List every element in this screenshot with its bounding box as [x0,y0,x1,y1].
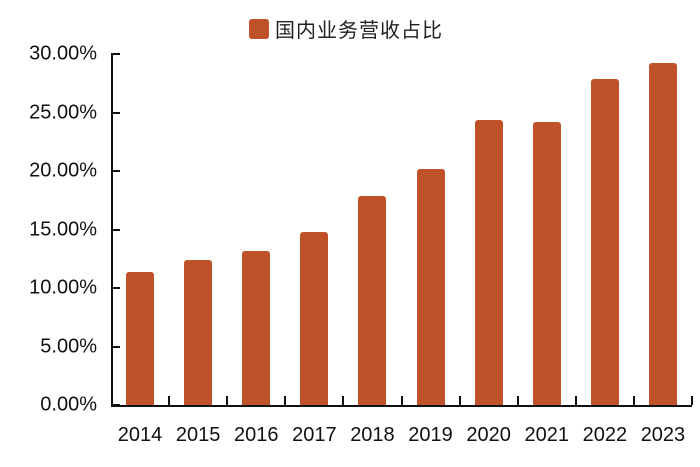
bar-2016 [242,250,271,405]
bar-2014 [126,271,155,405]
x-tick-label: 2020 [466,424,511,446]
x-tick-label: 2014 [117,424,163,446]
bar-2018 [358,195,387,405]
x-tick [632,396,635,405]
x-tick-label: 2018 [350,424,395,446]
bar-2017 [300,231,329,405]
x-tick-label: 2022 [582,424,628,446]
y-tick-label: 0.00% [40,393,97,416]
x-tick [168,396,171,405]
y-axis [111,54,113,407]
x-tick-label: 2015 [175,424,221,446]
y-tick-label: 10.00% [29,276,97,299]
x-tick [458,396,461,405]
y-tick [111,170,120,172]
bar-2021 [532,121,561,405]
plot-area [111,53,693,407]
x-tick [574,396,577,405]
legend-label: 国内业务营收占比 [275,18,443,42]
y-tick [111,287,120,289]
x-tick-label: 2023 [640,424,686,446]
x-tick-label: 2016 [234,424,279,446]
bar-2023 [648,63,677,405]
y-tick [111,404,120,406]
y-tick-label: 30.00% [29,42,97,65]
x-tick [342,396,345,405]
x-tick-label: 2017 [292,424,337,446]
legend-swatch [249,18,269,39]
y-tick [111,111,120,114]
x-tick [400,396,403,405]
x-tick [691,396,693,405]
bar-2020 [474,119,503,405]
y-tick [111,345,120,348]
bar-2022 [590,78,619,405]
y-tick-label: 15.00% [29,218,97,240]
y-tick [111,228,120,231]
legend: 国内业务营收占比 [249,14,443,43]
y-tick-label: 5.00% [40,335,97,357]
bar-2015 [184,259,213,405]
y-tick [111,53,120,55]
y-tick-label: 25.00% [29,101,97,123]
x-tick [516,396,519,405]
x-tick [284,396,287,405]
x-tick-label: 2021 [524,424,570,446]
bar-2019 [416,168,445,405]
y-tick-label: 20.00% [29,159,97,182]
x-tick-label: 2019 [408,424,453,446]
x-axis [111,405,692,407]
x-tick [226,396,229,405]
